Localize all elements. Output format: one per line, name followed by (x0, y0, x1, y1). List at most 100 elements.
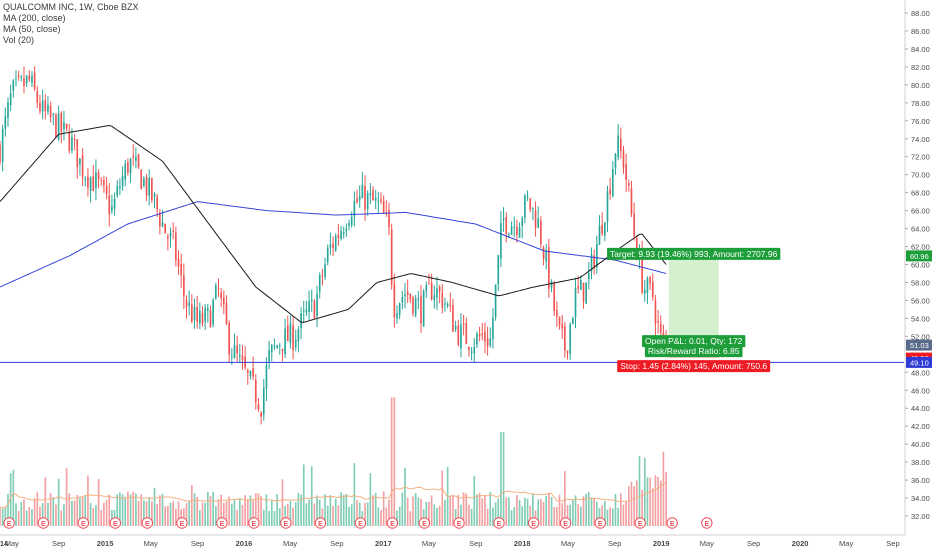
candle-body (41, 100, 44, 112)
time-tick-label: Sep (330, 539, 343, 548)
candle-body (614, 153, 617, 168)
volume-bar (564, 470, 566, 526)
volume-bar (433, 504, 436, 526)
volume-bar (593, 498, 595, 526)
volume-bar (164, 506, 167, 526)
earnings-marker (701, 517, 713, 529)
candle-body (28, 75, 31, 80)
candle-body (366, 193, 369, 210)
volume-bar (7, 493, 9, 526)
candle-body (340, 230, 342, 239)
candle-body (486, 338, 489, 347)
volume-bar (364, 502, 366, 526)
volume-bar (214, 506, 217, 526)
candle-body (185, 299, 188, 308)
volume-bar (588, 492, 590, 526)
candle-body (337, 234, 340, 238)
candle-body (172, 230, 175, 232)
volume-bar (55, 504, 57, 526)
candle-body (241, 355, 244, 360)
price-badge-label: 60.96 (910, 252, 929, 261)
volume-bar (561, 503, 564, 526)
candle-body (404, 294, 406, 297)
chart-legend: QUALCOMM INC, 1W, Cboe BZX MA (200, clos… (3, 2, 139, 46)
candle-body (428, 283, 430, 285)
volume-bar (396, 510, 398, 526)
earnings-letter: E (318, 521, 323, 528)
candle-body (651, 281, 654, 298)
volume-bar (641, 489, 643, 526)
candle-body (358, 196, 361, 201)
volume-bar (220, 494, 222, 526)
volume-bar (659, 480, 662, 526)
volume-bar (526, 498, 529, 526)
volume-bar (420, 498, 422, 526)
volume-bar (556, 507, 558, 526)
volume-bar (438, 505, 441, 526)
candle-body (596, 243, 598, 268)
volume-bar (489, 491, 492, 526)
candle-body (15, 78, 17, 80)
price-tick-label: 42.00 (911, 422, 930, 431)
volume-bar (377, 507, 380, 526)
candle-body (127, 162, 129, 173)
candle-body (516, 226, 518, 235)
candle-body (478, 334, 481, 337)
earnings-letter: E (284, 521, 289, 528)
candle-body (345, 228, 348, 232)
volume-bar (33, 498, 36, 526)
volume-bar (486, 508, 489, 526)
candle-body (148, 177, 151, 196)
target-label-group: Target: 9.93 (19.46%) 993, Amount: 2707.… (607, 247, 781, 260)
candle-body (625, 164, 627, 180)
candle-body (481, 333, 484, 336)
volume-bar (398, 506, 401, 526)
volume-bar (598, 508, 601, 526)
price-tick-label: 78.00 (911, 99, 930, 108)
price-tick-label: 48.00 (911, 368, 930, 377)
volume-bar (238, 498, 241, 526)
volume-bar (199, 510, 201, 526)
candle-body (369, 193, 372, 196)
volume-bar (15, 503, 17, 526)
volume-bar (345, 494, 348, 526)
earnings-letter: E (358, 521, 363, 528)
volume-bar (25, 510, 28, 526)
volume-bar (388, 499, 390, 526)
candle-body (433, 295, 436, 301)
candle-body (572, 317, 574, 325)
earnings-marker (248, 517, 260, 529)
volume-bar (305, 503, 308, 526)
volume-bar (638, 456, 641, 526)
candle-body (260, 412, 262, 417)
candle-body (124, 163, 127, 180)
earnings-marker (453, 517, 465, 529)
candle-body (406, 291, 409, 295)
volume-bar (603, 500, 606, 526)
volume-bar (393, 397, 396, 526)
volume-bar (643, 457, 646, 526)
candle-body (521, 218, 524, 227)
candle-body (334, 235, 337, 251)
candle-body (409, 293, 412, 300)
volume-bar (470, 508, 473, 526)
volume-bar (276, 493, 278, 526)
price-tick-label: 32.00 (911, 512, 930, 521)
volume-bar (49, 493, 52, 526)
earnings-letter: E (7, 521, 12, 528)
price-axis[interactable]: 88.00 86.00 84.00 82.00 80.00 78.00 76.00 74.00… (904, 0, 932, 550)
volume-bar (572, 499, 574, 526)
time-tick-label: 14 (0, 539, 9, 548)
price-badge (906, 339, 932, 351)
volume-bar (127, 491, 129, 526)
candle-body (556, 309, 558, 317)
candle-body (473, 347, 476, 354)
earnings-letter: E (180, 521, 185, 528)
candle-body (436, 288, 438, 298)
time-tick-label: Sep (747, 539, 760, 548)
candle-body (76, 139, 79, 168)
open-pnl-label-bg (642, 335, 746, 348)
volume-bar (518, 499, 521, 526)
